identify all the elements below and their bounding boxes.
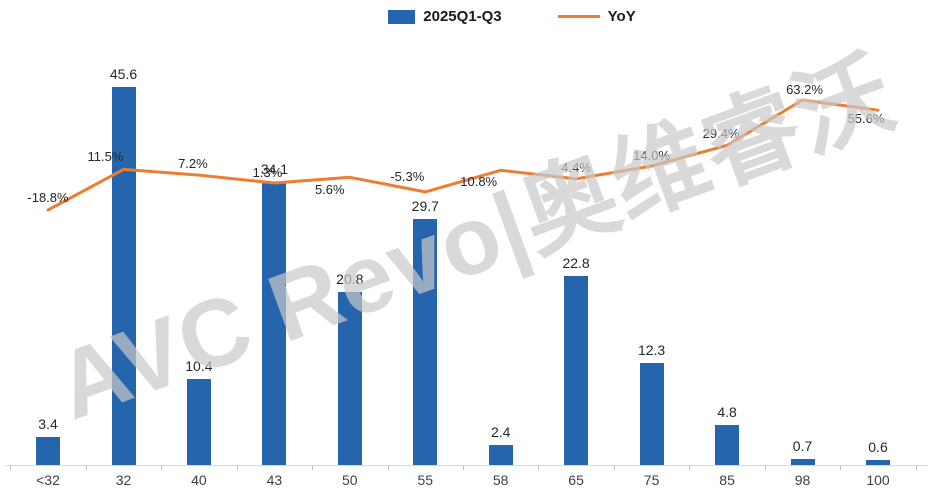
legend-item-bar-series: 2025Q1-Q3: [388, 8, 502, 25]
x-axis-tick: [915, 465, 917, 470]
bar-value-label: 45.6: [109, 65, 138, 82]
x-axis-category-label: 43: [266, 472, 283, 488]
legend-item-line-series: YoY: [557, 8, 636, 25]
x-axis-category-label: 55: [417, 472, 434, 488]
bar-value-label: 12.3: [637, 341, 666, 358]
bar-series-label: 2025Q1-Q3: [423, 8, 502, 25]
x-axis-category-label: 50: [342, 472, 358, 488]
x-axis-category-label: <32: [36, 472, 60, 488]
x-axis-tick: [840, 465, 842, 470]
bar: [186, 378, 211, 465]
bar: [564, 275, 589, 465]
legend: 2025Q1-Q3 YoY: [92, 8, 932, 25]
yoy-value-label: 4.4%: [561, 159, 591, 175]
bar-value-label: 22.8: [562, 254, 590, 271]
x-axis-category-label: 98: [794, 472, 811, 488]
bar: [413, 218, 438, 465]
yoy-value-label: -18.8%: [27, 190, 69, 205]
bar: [111, 86, 136, 465]
bar-series-swatch: [388, 9, 416, 24]
yoy-value-label: 10.8%: [460, 174, 498, 190]
x-axis-tick: [764, 465, 766, 470]
bar: [262, 182, 287, 465]
x-axis-tick: [463, 465, 464, 470]
yoy-value-label: -5.3%: [390, 168, 425, 184]
bar-value-label: 2.4: [490, 424, 511, 441]
line-series-swatch: [557, 15, 600, 18]
bar: [36, 436, 60, 465]
x-axis-tick: [613, 465, 615, 470]
bar: [790, 459, 815, 465]
x-axis-tick: [10, 465, 12, 470]
bar-value-label: 29.7: [411, 197, 439, 214]
yoy-polyline: [46, 98, 880, 212]
yoy-value-label: 63.2%: [786, 82, 823, 97]
x-axis-category-label: 58: [492, 472, 509, 488]
bar: [488, 445, 513, 465]
yoy-value-label: 29.4%: [702, 126, 740, 142]
x-axis-tick: [387, 465, 389, 470]
x-axis-tick: [312, 465, 314, 470]
bar: [715, 425, 740, 465]
x-axis-tick: [161, 465, 163, 470]
x-axis-tick: [538, 465, 540, 470]
x-axis-tick: [689, 465, 691, 470]
bar: [337, 292, 362, 465]
bar: [866, 460, 890, 465]
bar: [639, 362, 664, 465]
x-axis-category-label: 85: [719, 472, 735, 488]
x-axis-category-label: 40: [191, 472, 207, 488]
bar-value-label: 10.4: [185, 357, 213, 374]
x-axis: [6, 465, 928, 466]
yoy-value-label: 14.0%: [633, 148, 671, 163]
bar-value-label: 20.8: [336, 271, 364, 288]
x-axis-category-label: 75: [643, 472, 660, 488]
x-axis-category-label: 100: [866, 472, 890, 488]
x-axis-tick: [236, 465, 238, 470]
bar-value-label: 0.7: [792, 438, 813, 455]
x-axis-category-label: 65: [568, 472, 584, 488]
x-axis-tick: [85, 465, 87, 470]
yoy-value-label: 55.6%: [847, 111, 885, 127]
yoy-value-label: 5.6%: [314, 182, 345, 198]
bar-value-label: 3.4: [38, 415, 58, 432]
x-axis-category-label: 32: [115, 472, 132, 488]
yoy-value-label: 11.5%: [87, 149, 124, 165]
line-series-label: YoY: [607, 8, 636, 25]
bar-value-label: 0.6: [868, 439, 888, 455]
bar-value-label: 4.8: [717, 404, 737, 421]
yoy-value-label: 1.3%: [252, 165, 283, 180]
yoy-value-label: 7.2%: [178, 156, 208, 172]
